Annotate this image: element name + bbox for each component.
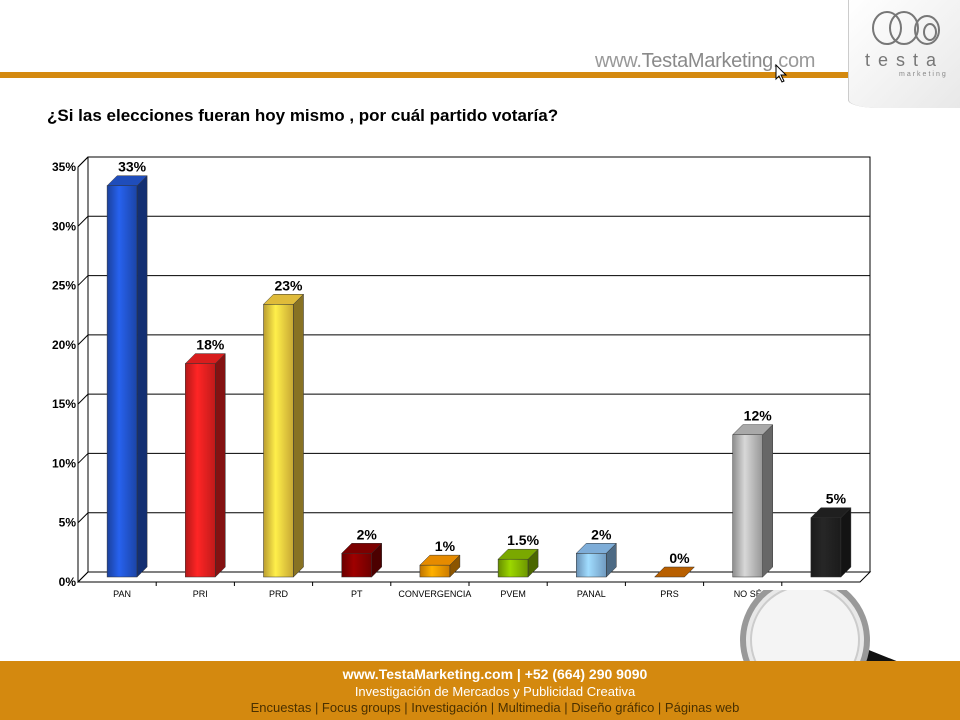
gridline-side [77,334,89,346]
bar-no-sé [732,434,763,578]
footer: www.TestaMarketing.com | +52 (664) 290 9… [0,661,960,720]
data-label: 33% [118,159,147,175]
bar-convergencia [419,564,451,578]
data-label: 12% [744,408,773,424]
bar-chart: 0% 5% 10% 15% 20% 25% 30% 35% 33% PAN 18% PRI 23% PRD… [52,156,872,599]
gridline-side [77,275,89,286]
y-tick-label: 20% [52,338,76,352]
site-suffix: .com [773,50,816,72]
bar-prd [263,304,294,578]
bar-pri [185,363,216,578]
bar-top [810,507,852,518]
bar-top [262,294,305,305]
logo-subtext: marketing [899,71,948,78]
bar-top [575,543,617,554]
x-tick-label: PRD [269,589,289,599]
chart-title: ¿Si las elecciones fueran hoy mismo , po… [47,106,559,125]
gridline-side [77,571,89,583]
testa-logo: testa marketing [848,0,960,108]
gridline-side [77,393,89,405]
logo-text: testa [865,50,945,70]
bar-top [419,554,461,566]
data-label: 23% [274,277,303,293]
bar-side [293,293,304,578]
site-main: TestaMarketing [641,50,774,72]
footer-services: Encuestas | Focus groups | Investigación… [250,700,740,715]
gridline-side [77,512,89,524]
data-label: 18% [196,337,225,353]
logo-circles-icon [872,11,940,45]
bar-top [497,548,539,560]
bar-top [653,566,696,578]
site-url: www.TestaMarketing.com [595,50,815,73]
data-label: 1% [435,538,456,554]
bar-pt [341,553,372,578]
footer-tagline: Investigación de Mercados y Publicidad C… [354,684,636,699]
site-prefix: www. [595,50,642,72]
data-label: 2% [357,526,378,542]
bar-side [840,507,852,578]
bar-top [341,543,383,554]
x-tick-label: PVEM [500,589,526,599]
bar-panal [576,553,607,578]
data-label: 5% [826,491,847,507]
gridline-side [77,156,89,168]
bar-pan [106,185,138,578]
x-tick-label: PT [351,589,363,599]
gridline-side [77,215,89,227]
x-tick-label: NO SÉ [734,589,762,599]
mouse-cursor-icon [775,64,788,83]
data-label: 0% [669,550,690,566]
data-label: 2% [591,526,612,542]
y-tick-label: 30% [52,219,76,233]
x-tick-label: CONVERGENCIA [398,589,471,599]
x-tick-label: PRI [193,589,208,599]
bar-pvem [497,558,529,578]
y-tick-label: 10% [52,456,76,470]
y-tick-label: 35% [52,160,76,174]
bar-top [184,353,226,364]
y-tick-label: 25% [52,279,76,293]
x-tick-label: PAN [113,589,131,599]
y-tick-label: 0% [59,575,77,589]
data-label: 1.5% [507,532,539,548]
header-rule [0,72,850,78]
bar-side [215,352,226,578]
footer-contact: www.TestaMarketing.com | +52 (664) 290 9… [342,666,648,682]
bar-top [106,175,148,186]
y-tick-label: 5% [59,516,77,530]
y-tick-label: 15% [52,397,76,411]
x-tick-label: PRS [660,589,679,599]
bar-side [762,424,773,578]
bar-side [136,175,148,578]
x-tick-label: PANAL [577,589,606,599]
bar-ninguno [810,517,842,578]
gridline-side [77,453,89,464]
bar-top [732,424,774,435]
